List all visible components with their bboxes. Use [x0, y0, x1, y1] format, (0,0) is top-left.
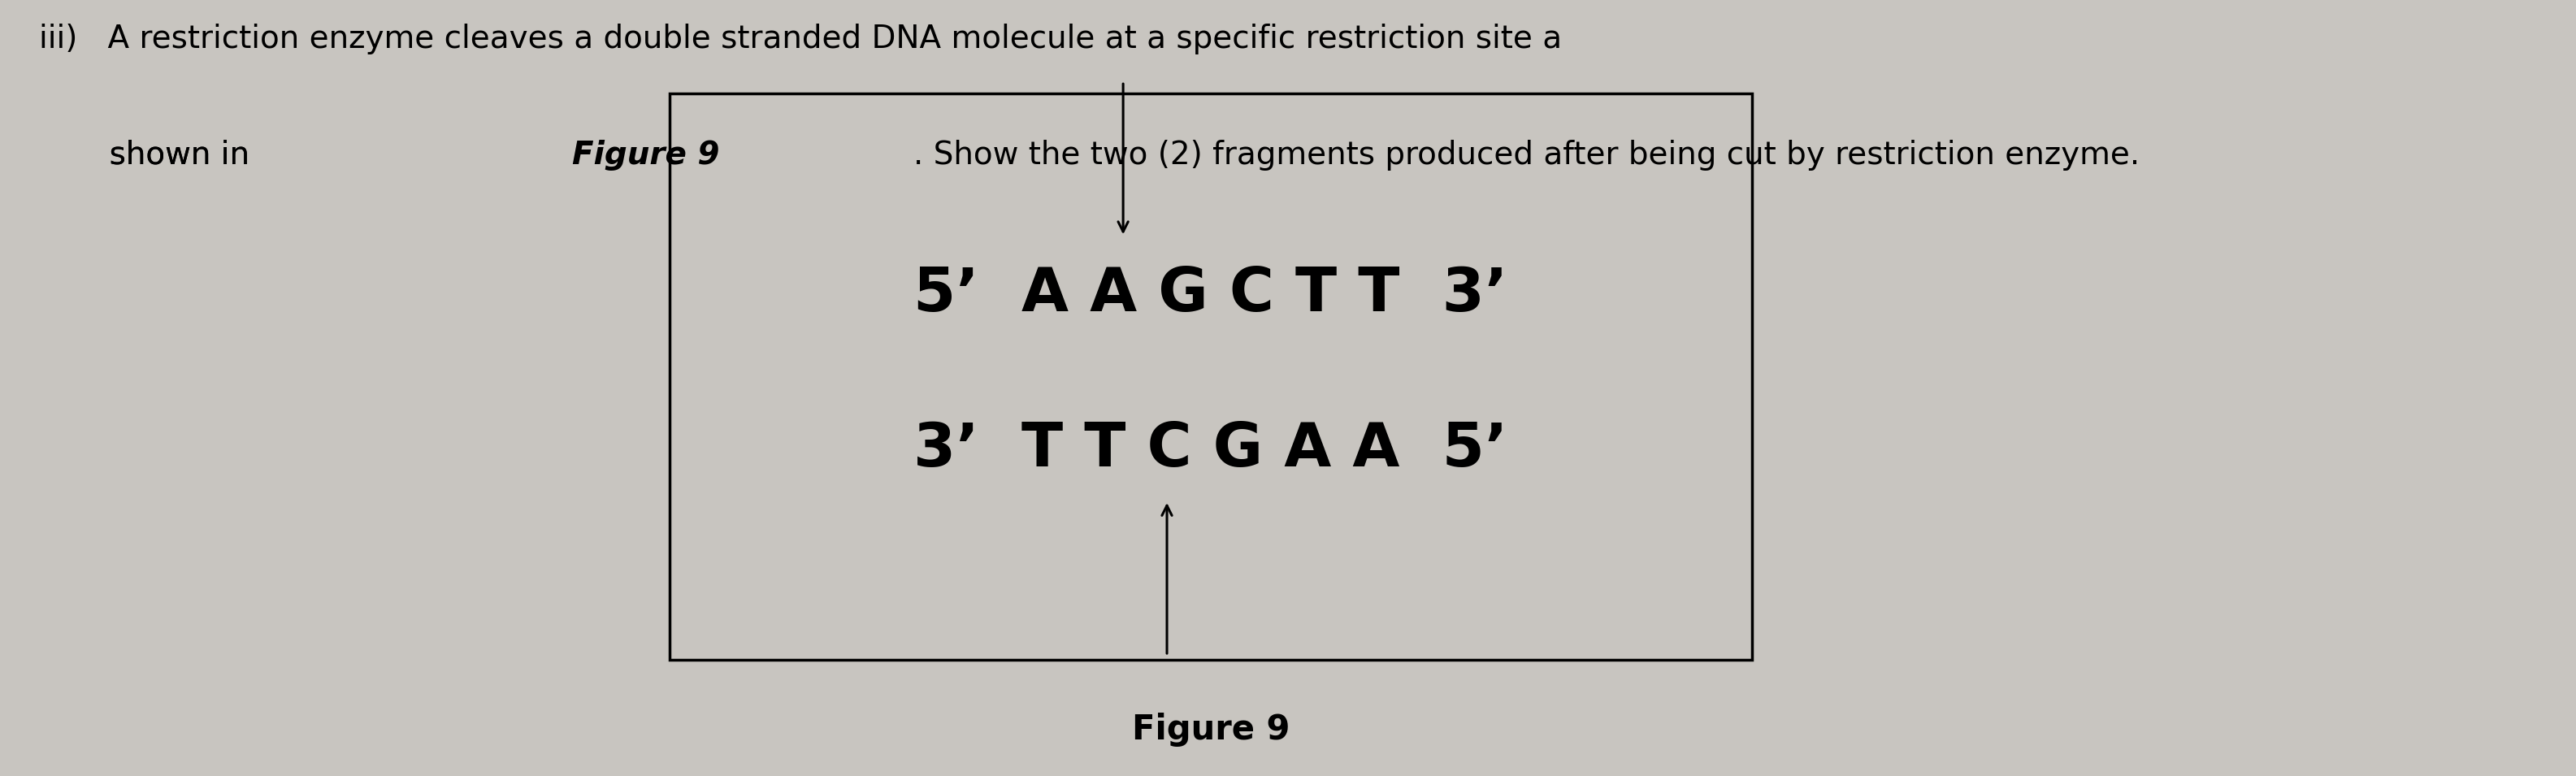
Text: shown in: shown in — [39, 140, 260, 171]
Text: 5’  A A G C T T  3’: 5’ A A G C T T 3’ — [914, 265, 1507, 324]
Text: 3’  T T C G A A  5’: 3’ T T C G A A 5’ — [914, 421, 1507, 480]
Text: iii)   A restriction enzyme cleaves a double stranded DNA molecule at a specific: iii) A restriction enzyme cleaves a doub… — [39, 23, 1561, 54]
Text: shown in: shown in — [39, 140, 260, 171]
Text: Figure 9: Figure 9 — [572, 140, 719, 171]
Text: Figure 9: Figure 9 — [1131, 712, 1291, 747]
Bar — [670, 93, 1752, 660]
Text: . Show the two (2) fragments produced after being cut by restriction enzyme.: . Show the two (2) fragments produced af… — [912, 140, 2141, 171]
